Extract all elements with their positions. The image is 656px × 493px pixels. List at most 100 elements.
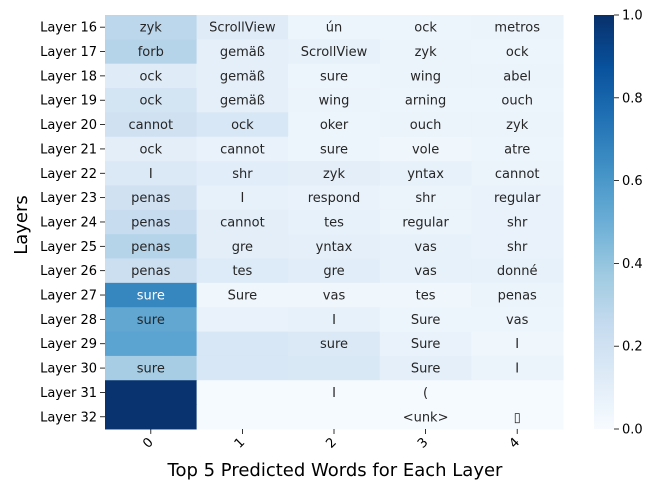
- cell-annotation: metros: [494, 21, 540, 36]
- heatmap-cell: [379, 136, 472, 162]
- heatmap-cell: [105, 112, 198, 138]
- heatmap-cell: [288, 234, 381, 259]
- y-tick-label: Layer 21: [40, 142, 97, 157]
- heatmap-cell: [471, 404, 564, 430]
- heatmap-cell: [105, 15, 198, 40]
- cell-annotation: vas: [323, 289, 346, 304]
- heatmap-cell: [471, 258, 564, 284]
- heatmap-cell: [288, 307, 381, 333]
- heatmap-cell: [196, 161, 289, 186]
- cell-annotation: cannot: [220, 142, 265, 157]
- heatmap-cell: [105, 307, 198, 333]
- cell-annotation: sure: [137, 313, 165, 328]
- heatmap-cell: [105, 331, 198, 357]
- cell-annotation: I: [332, 386, 336, 401]
- heatmap-cell: [288, 88, 381, 113]
- cell-annotation: Sure: [411, 337, 441, 352]
- heatmap-cell: [471, 380, 564, 406]
- heatmap-cell: [196, 282, 289, 308]
- cell-annotation: ▯: [514, 410, 521, 425]
- cell-annotation: zyk: [415, 45, 438, 60]
- colorbar-ticks: 0.0 0.2 0.4 0.6 0.8 1.0: [614, 9, 643, 438]
- y-tick-label: Layer 32: [40, 410, 97, 425]
- y-tick-label: Layer 27: [40, 289, 97, 304]
- heatmap-cell: [105, 355, 198, 381]
- x-axis-label: Top 5 Predicted Words for Each Layer: [167, 460, 504, 481]
- cell-annotation: forb: [138, 45, 164, 60]
- heatmap-cell: [288, 404, 381, 430]
- cell-annotations: zyk ScrollView ún ock metros forb gemäß ScrollV…: [128, 21, 541, 426]
- cell-annotation: oker: [320, 118, 349, 133]
- cell-annotation: shr: [507, 215, 528, 230]
- colorbar-tick-label: 0.4: [622, 257, 643, 272]
- heatmap-cell: [196, 209, 289, 235]
- cell-annotation: shr: [507, 240, 528, 255]
- y-tick-label: Layer 30: [40, 362, 97, 377]
- heatmap-cell: [379, 307, 472, 333]
- heatmap-cell: [471, 88, 564, 113]
- colorbar: [594, 15, 614, 429]
- heatmap-cell: [288, 63, 381, 89]
- cell-annotation: vas: [414, 240, 437, 255]
- cell-annotation: abel: [503, 69, 531, 84]
- cell-annotation: cannot: [220, 215, 265, 230]
- heatmap-cell: [196, 258, 289, 284]
- cell-annotation: I: [515, 362, 519, 377]
- heatmap-cell: [105, 258, 198, 284]
- heatmap-cell: [105, 63, 198, 89]
- cell-annotation: vas: [414, 264, 437, 279]
- cell-annotation: I: [240, 191, 244, 206]
- heatmap-cell: [471, 331, 564, 357]
- cell-annotation: tes: [324, 215, 344, 230]
- cell-annotation: gemäß: [220, 45, 265, 60]
- cell-annotation: zyk: [140, 21, 163, 36]
- heatmap-cell: [288, 39, 381, 65]
- cell-annotation: arning: [405, 94, 446, 109]
- x-tick-label: 4: [507, 435, 523, 451]
- cell-annotation: penas: [131, 264, 170, 279]
- x-tick-label: 2: [323, 435, 339, 451]
- heatmap-cell: [379, 331, 472, 357]
- heatmap-cell: [288, 15, 381, 40]
- heatmap-cell: [379, 209, 472, 235]
- heatmap-cell: [105, 380, 198, 406]
- cell-annotation: ScrollView: [209, 21, 276, 36]
- heatmap-cell: [196, 15, 289, 40]
- heatmap-cell: [196, 307, 289, 333]
- y-tick-label: Layer 23: [40, 191, 97, 206]
- heatmap-cell: [196, 234, 289, 259]
- y-tick-label: Layer 26: [40, 264, 97, 279]
- colorbar-tick-label: 0.6: [622, 174, 643, 189]
- heatmap-cell: [105, 234, 198, 259]
- heatmap-cell: [288, 112, 381, 138]
- x-tick-label: 0: [140, 435, 156, 451]
- cell-annotation: wing: [410, 69, 441, 84]
- heatmap-cell: [288, 355, 381, 381]
- cell-annotation: regular: [402, 215, 449, 230]
- heatmap-cell: [196, 112, 289, 138]
- cell-annotation: gemäß: [220, 94, 265, 109]
- colorbar-tick-label: 0.8: [622, 91, 643, 106]
- heatmap-cell: [105, 404, 198, 430]
- heatmap-cell: [105, 161, 198, 186]
- heatmap-cell: [196, 88, 289, 113]
- cell-annotation: I: [332, 313, 336, 328]
- heatmap-cell: [288, 258, 381, 284]
- heatmap-cells: [105, 15, 564, 430]
- heatmap-cell: [196, 39, 289, 65]
- cell-annotation: ouch: [410, 118, 442, 133]
- x-tick-label: 3: [415, 435, 431, 451]
- cell-annotation: cannot: [495, 167, 540, 182]
- x-tick-label: 1: [232, 435, 248, 451]
- heatmap-cell: [196, 136, 289, 162]
- heatmap-cell: [379, 39, 472, 65]
- heatmap-cell: [471, 15, 564, 40]
- colorbar-tick-label: 0.2: [622, 340, 643, 355]
- heatmap-cell: [471, 161, 564, 186]
- colorbar-tick-label: 0.0: [622, 423, 643, 438]
- y-tick-label: Layer 28: [40, 313, 97, 328]
- heatmap-cell: [196, 380, 289, 406]
- heatmap-cell: [471, 282, 564, 308]
- y-tick-label: Layer 22: [40, 167, 97, 182]
- heatmap-cell: [379, 15, 472, 40]
